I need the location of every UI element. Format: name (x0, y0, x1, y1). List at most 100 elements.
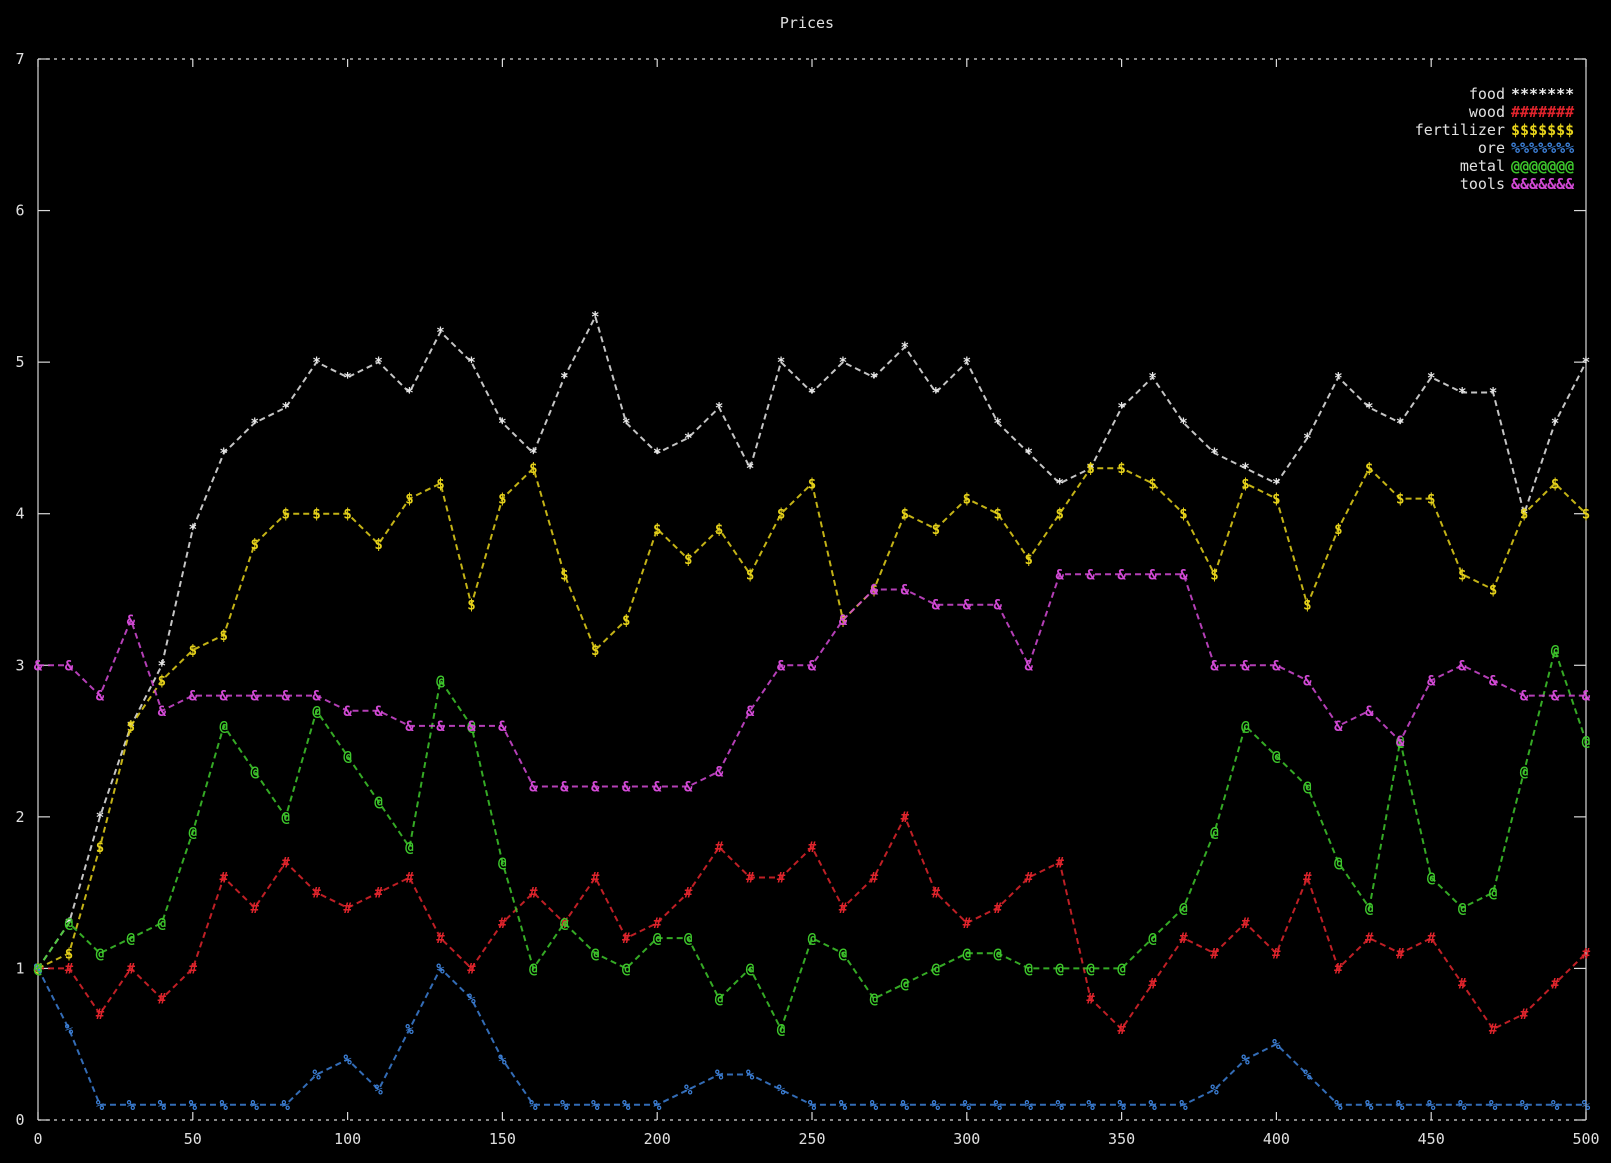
data-point-food: * (220, 446, 228, 462)
y-tick-label: 4 (15, 505, 24, 523)
data-point-food: * (1582, 355, 1590, 371)
data-point-metal: @ (1025, 961, 1033, 977)
series-tools: & & & & & & & & & & & & & & & & & & & & & & & & & & & & & & & & & & & & & & & &… (34, 567, 1591, 795)
data-point-wood: # (963, 916, 972, 932)
data-point-ore: % (127, 1098, 136, 1114)
data-point-food: * (1210, 446, 1218, 462)
data-point-metal: @ (653, 931, 661, 947)
legend-label-wood: wood (1469, 103, 1505, 121)
legend-marker-ore: %%%%%%% (1511, 139, 1574, 157)
data-point-metal: @ (746, 961, 754, 977)
data-point-wood: # (1148, 977, 1157, 993)
data-point-wood: # (653, 916, 662, 932)
data-point-wood: # (1396, 946, 1405, 962)
x-tick-label: 100 (334, 1130, 361, 1148)
data-point-tools: & (1241, 658, 1250, 674)
data-point-ore: % (1148, 1098, 1157, 1114)
data-point-wood: # (96, 1007, 105, 1023)
data-point-metal: @ (498, 855, 506, 871)
data-point-metal: @ (994, 946, 1002, 962)
data-point-fertilizer: $ (715, 522, 723, 538)
data-point-ore: % (405, 1022, 414, 1038)
data-point-food: * (1025, 446, 1033, 462)
data-point-ore: % (281, 1098, 290, 1114)
data-point-fertilizer: $ (220, 628, 228, 644)
data-point-ore: % (653, 1098, 662, 1114)
x-tick-label: 200 (644, 1130, 671, 1148)
data-point-wood: # (622, 931, 631, 947)
data-point-wood: # (1458, 977, 1467, 993)
data-point-fertilizer: $ (1489, 583, 1497, 599)
data-point-tools: & (1179, 567, 1188, 583)
data-point-wood: # (1303, 870, 1312, 886)
data-point-metal: @ (1520, 764, 1528, 780)
data-point-metal: @ (684, 931, 692, 947)
legend-label-tools: tools (1460, 175, 1505, 193)
data-point-wood: # (529, 886, 538, 902)
data-point-tools: & (1117, 567, 1126, 583)
data-point-wood: # (436, 931, 445, 947)
legend-label-fertilizer: fertilizer (1415, 121, 1505, 139)
data-point-food: * (1365, 401, 1373, 417)
series-fertilizer: $ $ $ $ $ $ $ $ $ $ $ $ $ $ $ $ $ $ $ $ $ $ $ $ $ $ $ $ $ $ $ $ $ $ $ $ $ $ $ $… (34, 461, 1590, 977)
data-point-metal: @ (932, 961, 940, 977)
data-point-wood: # (1241, 916, 1250, 932)
data-point-wood: # (1055, 855, 1064, 871)
data-point-wood: # (932, 886, 941, 902)
data-point-wood: # (158, 992, 167, 1008)
data-point-food: * (622, 416, 630, 432)
data-point-food: * (1117, 401, 1125, 417)
data-point-tools: & (281, 689, 290, 705)
data-point-food: * (1272, 476, 1280, 492)
x-tick-label: 400 (1263, 1130, 1290, 1148)
data-point-food: * (1334, 370, 1342, 386)
data-point-tools: & (498, 719, 507, 735)
data-point-tools: & (932, 598, 941, 614)
data-point-fertilizer: $ (777, 507, 785, 523)
data-point-tools: & (251, 689, 260, 705)
data-point-fertilizer: $ (281, 507, 289, 523)
series-food: * * * * * * * * * * * * * * * * * * * * * * * * * * * * * * * * * * * * * * * *… (34, 310, 1590, 978)
data-point-ore: % (1241, 1052, 1250, 1068)
data-point-metal: @ (65, 916, 73, 932)
data-point-food: * (312, 355, 320, 371)
data-point-food: * (963, 355, 971, 371)
data-point-food: * (777, 355, 785, 371)
data-point-wood: # (1582, 946, 1591, 962)
data-point-fertilizer: $ (963, 492, 971, 508)
data-point-fertilizer: $ (251, 537, 259, 553)
data-point-tools: & (1055, 567, 1064, 583)
data-point-tools: & (405, 719, 414, 735)
data-point-wood: # (343, 901, 352, 917)
data-point-wood: # (189, 961, 198, 977)
y-axis: 0 1 2 3 4 5 6 7 (15, 50, 1586, 1129)
data-point-ore: % (622, 1098, 631, 1114)
data-point-food: * (1179, 416, 1187, 432)
data-point-wood: # (901, 810, 910, 826)
data-point-fertilizer: $ (1334, 522, 1342, 538)
data-point-ore: % (34, 961, 43, 977)
data-point-tools: & (777, 658, 786, 674)
data-point-food: * (839, 355, 847, 371)
data-point-fertilizer: $ (65, 946, 73, 962)
data-point-metal: @ (405, 840, 413, 856)
data-point-ore: % (808, 1098, 817, 1114)
data-point-tools: & (1210, 658, 1219, 674)
data-point-ore: % (1025, 1098, 1034, 1114)
x-tick-label: 350 (1108, 1130, 1135, 1148)
data-point-ore: % (1334, 1098, 1343, 1114)
data-point-fertilizer: $ (312, 507, 320, 523)
data-point-fertilizer: $ (622, 613, 630, 629)
data-point-ore: % (963, 1098, 972, 1114)
data-point-tools: & (622, 780, 631, 796)
data-point-metal: @ (870, 992, 878, 1008)
data-point-tools: & (1458, 658, 1467, 674)
data-point-fertilizer: $ (1025, 552, 1033, 568)
data-point-tools: & (189, 689, 198, 705)
data-point-metal: @ (281, 810, 289, 826)
data-point-metal: @ (96, 946, 104, 962)
data-point-tools: & (65, 658, 74, 674)
data-point-tools: & (901, 583, 910, 599)
y-tick-label: 0 (15, 1111, 24, 1129)
